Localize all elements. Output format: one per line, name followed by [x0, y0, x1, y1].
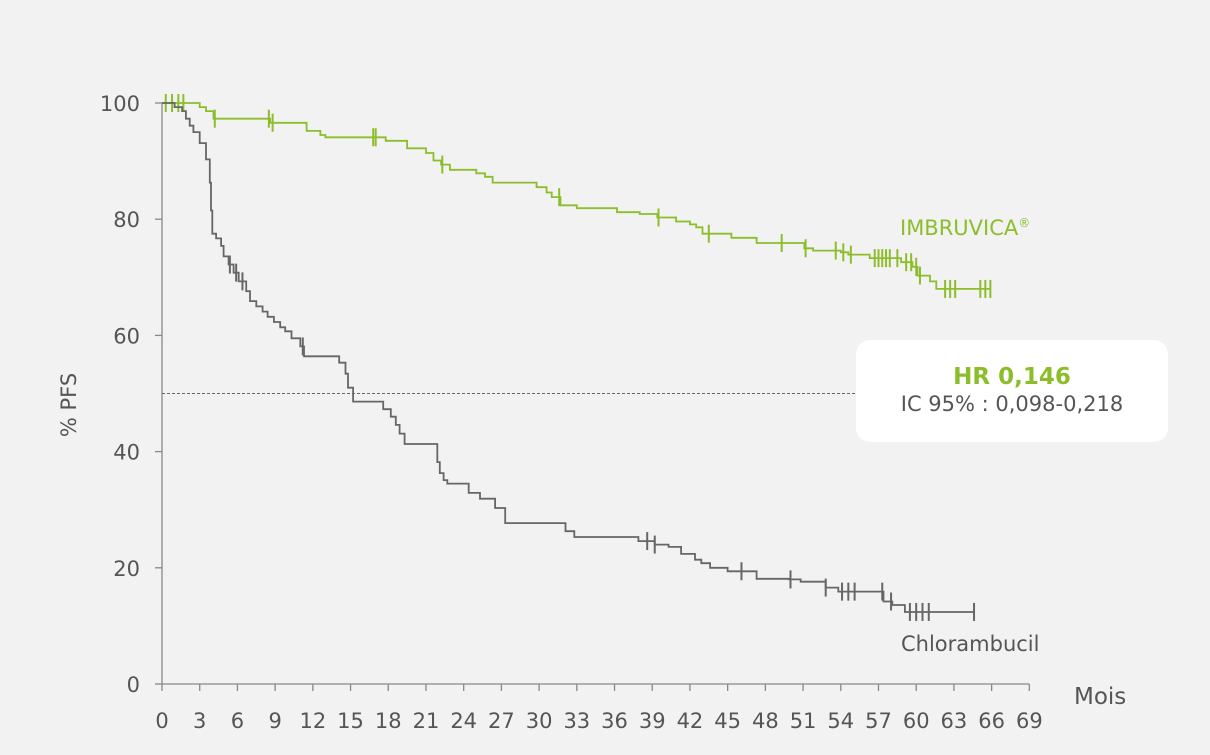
- x-axis-label: Mois: [1074, 684, 1126, 710]
- x-tick-label: 24: [450, 709, 477, 733]
- y-tick-label: 20: [113, 557, 140, 581]
- x-tick-label: 42: [677, 709, 704, 733]
- x-tick-label: 63: [941, 709, 968, 733]
- y-tick-label: 60: [113, 324, 140, 348]
- y-tick-label: 40: [113, 441, 140, 465]
- y-axis-label: % PFS: [57, 373, 81, 437]
- x-tick-label: 69: [1016, 709, 1043, 733]
- x-tick-label: 9: [268, 709, 281, 733]
- series-label-imbruvica: IMBRUVICA®: [900, 216, 1030, 240]
- hazard-ratio-box: HR 0,146 IC 95% : 0,098-0,218: [856, 340, 1168, 442]
- series-imbruvica: [162, 94, 992, 298]
- y-tick-label: 80: [113, 208, 140, 232]
- series-label-chlorambucil: Chlorambucil: [901, 632, 1039, 656]
- hazard-ratio-value: HR 0,146: [953, 364, 1071, 390]
- x-tick-label: 48: [752, 709, 779, 733]
- x-tick-label: 0: [155, 709, 168, 733]
- x-tick-label: 18: [375, 709, 402, 733]
- survival-curve-imbruvica: [162, 102, 991, 290]
- x-tick-label: 6: [231, 709, 244, 733]
- x-tick-label: 66: [978, 709, 1005, 733]
- x-tick-label: 12: [299, 709, 326, 733]
- x-tick-label: 3: [193, 709, 206, 733]
- y-tick-label: 0: [127, 673, 140, 697]
- series-labels: IMBRUVICA® Chlorambucil: [900, 216, 1039, 656]
- x-tick-label: 57: [865, 709, 892, 733]
- x-tick-label: 54: [827, 709, 854, 733]
- x-tick-label: 51: [790, 709, 817, 733]
- series-chlorambucil: [162, 102, 976, 621]
- x-tick-label: 33: [563, 709, 590, 733]
- x-tick-label: 39: [639, 709, 666, 733]
- x-tick-label: 21: [413, 709, 440, 733]
- y-tick-label: 100: [100, 92, 140, 116]
- x-tick-label: 30: [526, 709, 553, 733]
- confidence-interval: IC 95% : 0,098-0,218: [900, 392, 1124, 416]
- x-tick-label: 27: [488, 709, 515, 733]
- survival-curve-chlorambucil: [162, 102, 974, 613]
- x-tick-label: 15: [337, 709, 364, 733]
- x-tick-label: 45: [714, 709, 741, 733]
- x-tick-label: 60: [903, 709, 930, 733]
- x-tick-label: 36: [601, 709, 628, 733]
- series-layer: [162, 94, 992, 621]
